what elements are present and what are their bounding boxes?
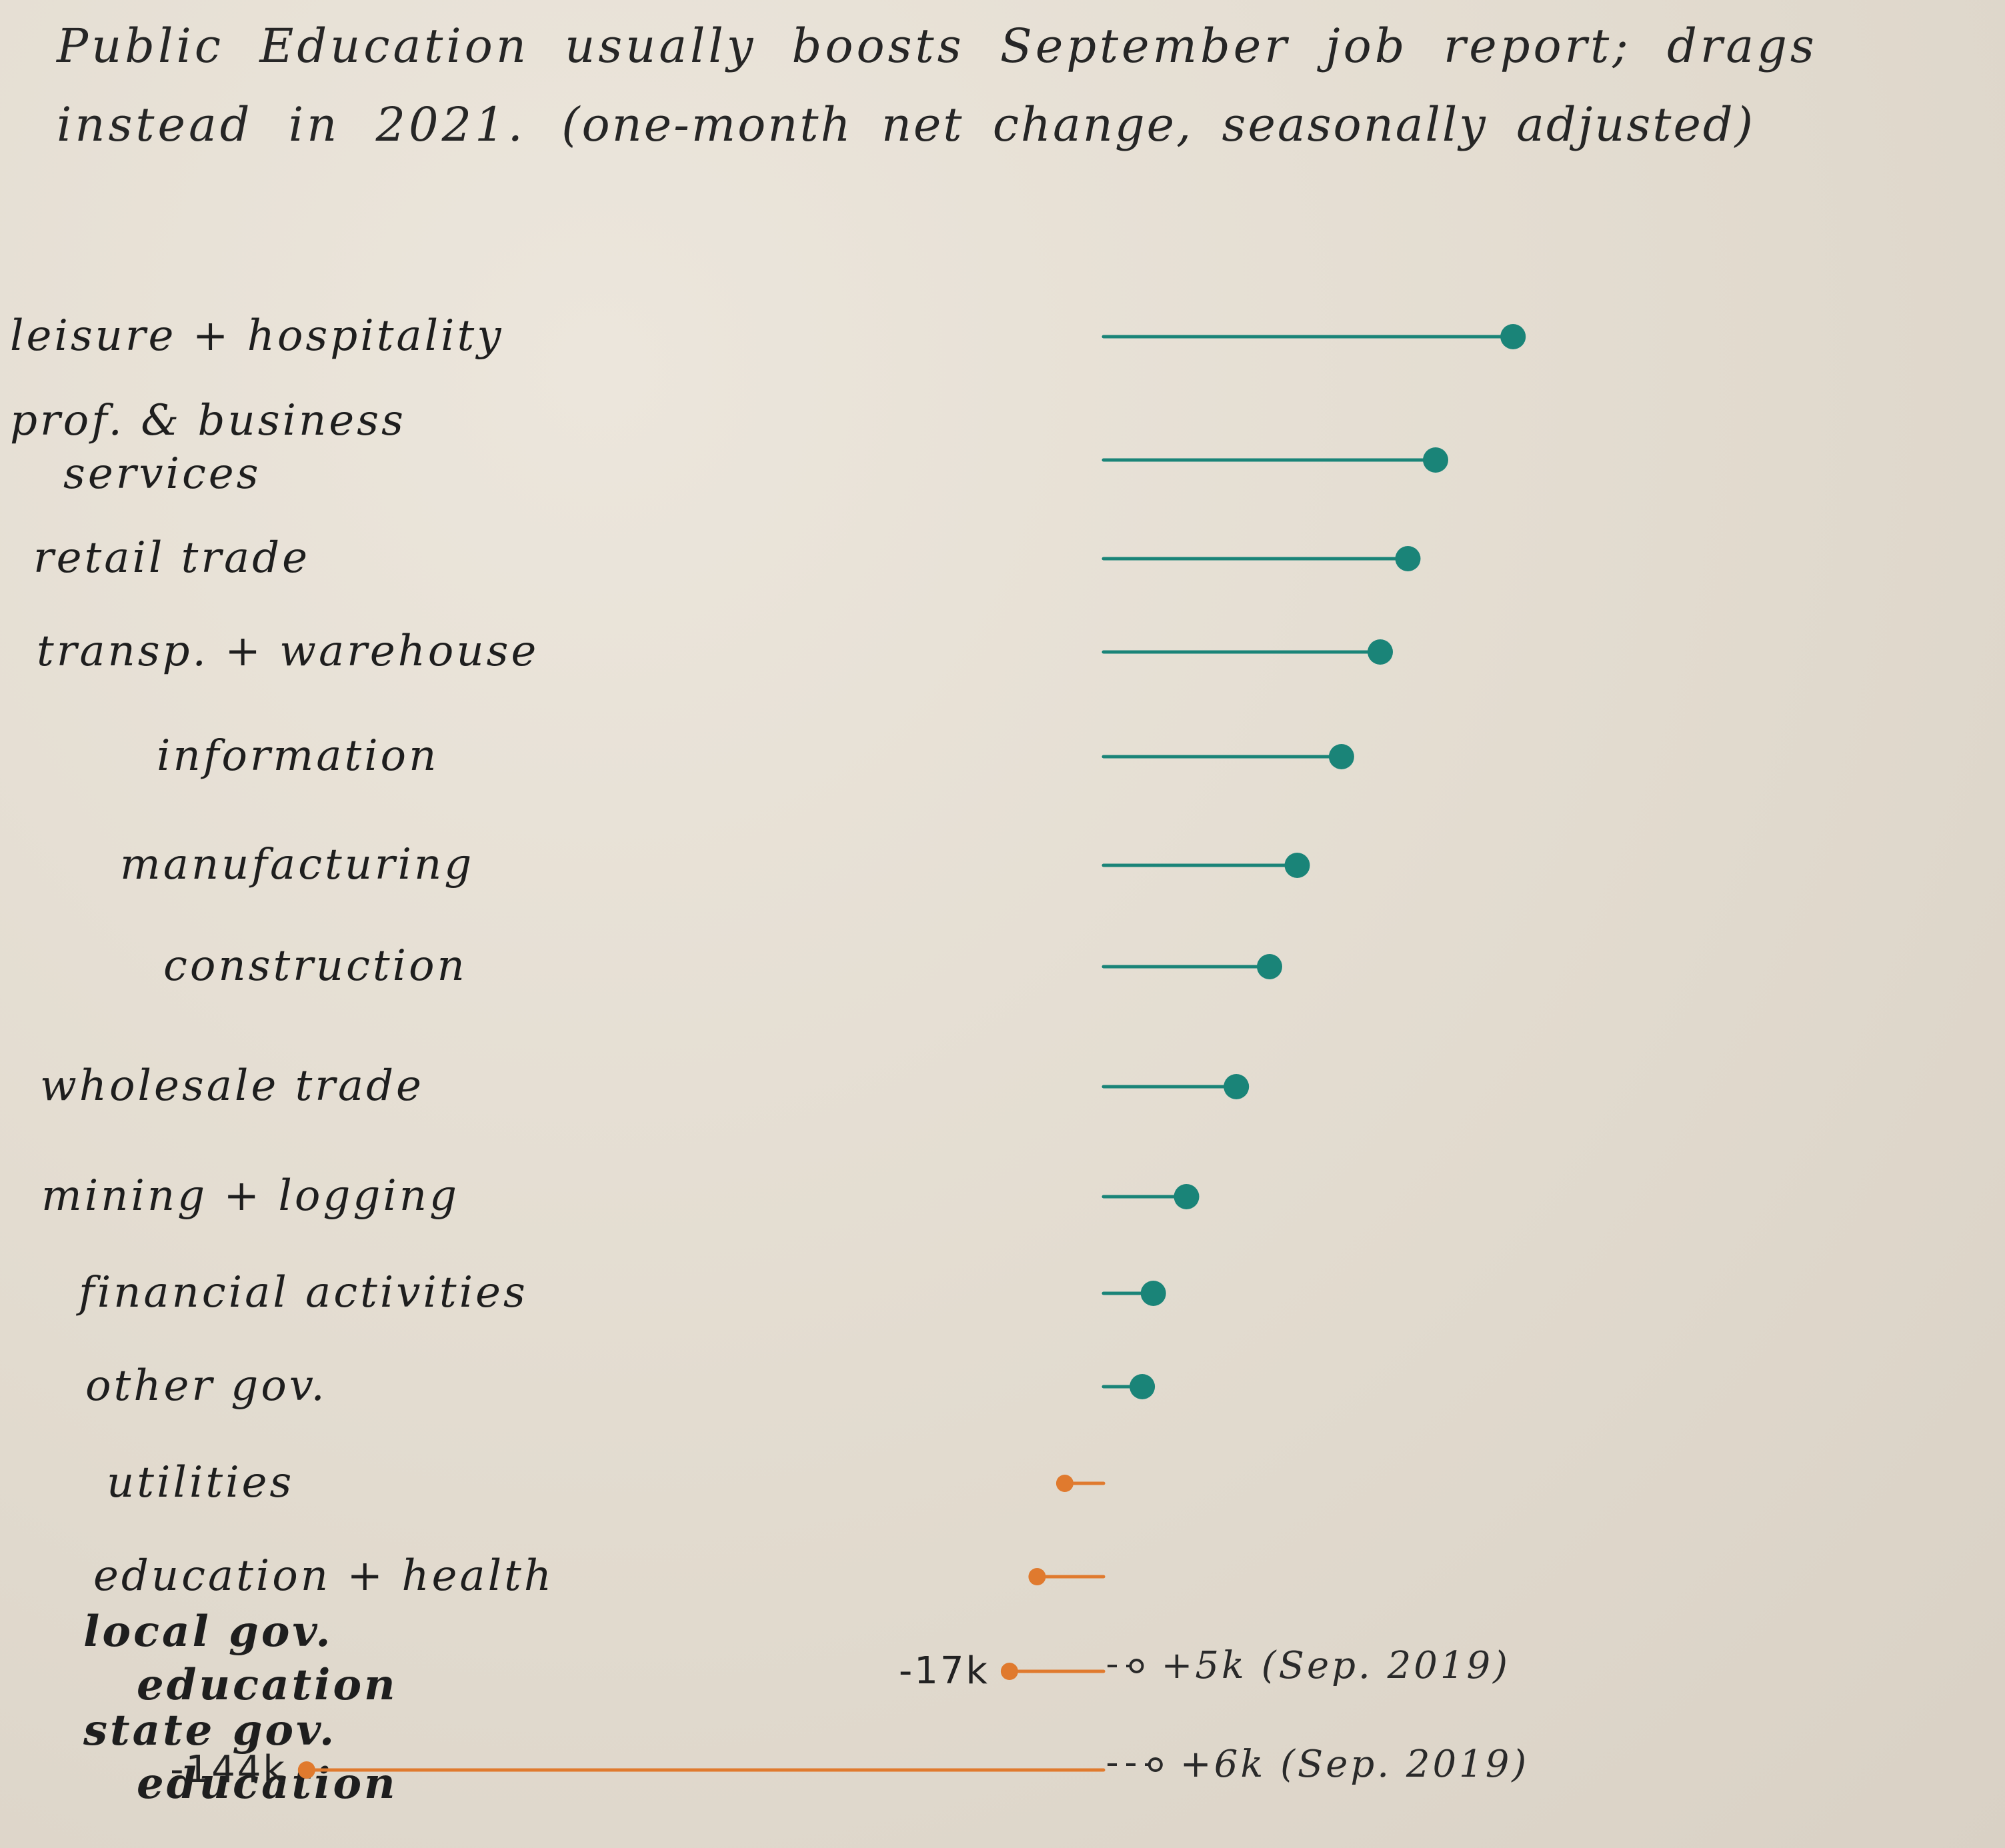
category-label: education + health: [93, 1551, 554, 1601]
category-row: education + health: [93, 1551, 1106, 1601]
lollipop-head: [1174, 1184, 1200, 1209]
lollipop-head: [1130, 1374, 1156, 1399]
lollipop-head: [1000, 1663, 1018, 1680]
category-row: construction: [163, 941, 1282, 991]
reference-marker: [1148, 1757, 1163, 1772]
category-row: retail trade: [33, 533, 1421, 583]
category-row: wholesale trade: [40, 1061, 1250, 1111]
lollipop-head: [1368, 639, 1393, 665]
lollipop-head: [1500, 324, 1526, 349]
lollipop-head: [1140, 1281, 1166, 1306]
reference-label: +5k (Sep. 2019): [1162, 1644, 1510, 1687]
category-label: financial activities: [76, 1268, 528, 1317]
category-label: education: [137, 1759, 398, 1809]
category-label: utilities: [107, 1458, 294, 1507]
value-label: -17k: [899, 1649, 989, 1693]
lollipop-head: [297, 1761, 315, 1779]
category-row: manufacturing: [120, 840, 1310, 889]
lollipop-head: [1395, 546, 1421, 571]
chart-subtitle: (one-month net change, seasonally adjust…: [561, 97, 1756, 152]
reference-label: +6k (Sep. 2019): [1180, 1743, 1529, 1786]
category-label: prof. & business: [10, 396, 406, 445]
category-label: other gov.: [85, 1361, 327, 1411]
reference-marker: [1129, 1659, 1144, 1673]
category-label: services: [63, 449, 261, 499]
category-label: construction: [163, 941, 467, 991]
category-row: financial activities: [76, 1268, 1166, 1317]
chart-title: Public Education usually boosts Septembe…: [57, 7, 1990, 164]
category-label: state gov.: [83, 1705, 337, 1755]
value-label: -144k: [170, 1748, 287, 1791]
lollipop-head: [1224, 1074, 1250, 1099]
chart-title-main: Public Education usually boosts Septembe…: [57, 19, 1818, 152]
category-row: state gov.education-144k +6k (Sep. 2019): [83, 1705, 1529, 1809]
lollipop-head: [1328, 744, 1354, 769]
category-row: transp. + warehouse: [37, 627, 1393, 676]
category-label: mining + logging: [41, 1171, 459, 1221]
category-row: local gov.education -17k +5k (Sep. 2019): [83, 1607, 1510, 1710]
category-row: leisure + hospitality: [10, 311, 1526, 361]
category-row: mining + logging: [41, 1171, 1200, 1221]
category-label: retail trade: [33, 533, 310, 583]
lollipop-head: [1284, 853, 1310, 878]
category-label: wholesale trade: [40, 1061, 424, 1111]
lollipop-head: [1028, 1568, 1046, 1585]
category-label: local gov.: [83, 1607, 333, 1657]
category-row: information: [157, 731, 1354, 781]
lollipop-head: [1257, 954, 1282, 979]
category-row: other gov.: [85, 1361, 1156, 1411]
category-label: information: [157, 731, 439, 781]
category-label: leisure + hospitality: [10, 311, 503, 361]
category-label: education: [137, 1660, 398, 1710]
category-label: transp. + warehouse: [37, 627, 539, 676]
category-label: manufacturing: [120, 840, 474, 889]
lollipop-head: [1423, 447, 1448, 473]
category-row: utilities: [107, 1458, 1106, 1507]
lollipop-head: [1056, 1475, 1074, 1492]
